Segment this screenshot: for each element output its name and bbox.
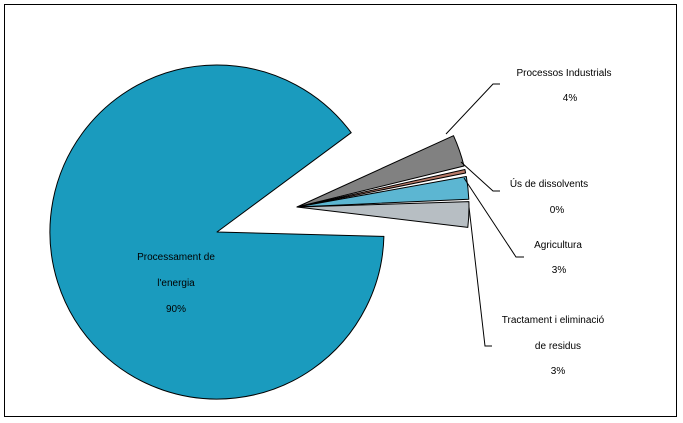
slice-label-solvents: Ús de dissolvents [510,177,588,190]
slice-agriculture [296,176,470,208]
leader-solvents [460,161,500,192]
slice-value-industrial: 4% [563,93,578,104]
slice-solvents [296,169,467,208]
slice-label-waste-line2: de residus [535,341,581,352]
leader-agriculture [463,177,524,258]
slice-energy [49,64,385,400]
slice-labels: Processament de l'energia 90% Processos … [137,68,611,377]
slice-value-agriculture: 3% [552,265,567,276]
slice-label-industrial: Processos Industrials [516,68,611,79]
slice-industrial [296,135,465,208]
slice-value-waste: 3% [551,366,566,377]
slice-label-waste-line1: Tractament i eliminació [502,315,605,326]
leader-industrial [445,83,500,135]
slice-waste [296,201,470,228]
slice-value-solvents: 0% [550,205,565,216]
slice-value-energy: 90% [166,304,186,315]
slice-label-agriculture: Agricultura [534,240,582,251]
slice-label-energy-line2: l'energia [157,278,195,289]
slice-label-energy-line1: Processament de [137,252,215,263]
leader-waste [468,206,492,347]
pie-slices [49,64,470,400]
leader-lines [445,83,524,347]
